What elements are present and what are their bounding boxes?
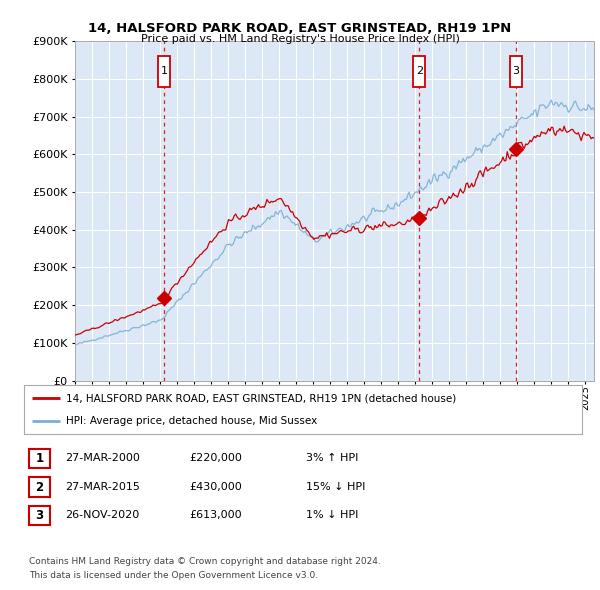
Text: 15% ↓ HPI: 15% ↓ HPI: [306, 482, 365, 491]
Text: 2: 2: [35, 480, 43, 494]
Text: This data is licensed under the Open Government Licence v3.0.: This data is licensed under the Open Gov…: [29, 571, 318, 580]
Text: 1% ↓ HPI: 1% ↓ HPI: [306, 510, 358, 520]
Text: 3: 3: [512, 67, 519, 77]
FancyBboxPatch shape: [158, 55, 170, 87]
Text: £220,000: £220,000: [189, 454, 242, 463]
Text: 27-MAR-2015: 27-MAR-2015: [65, 482, 140, 491]
FancyBboxPatch shape: [510, 55, 521, 87]
Text: 2: 2: [416, 67, 423, 77]
Text: 14, HALSFORD PARK ROAD, EAST GRINSTEAD, RH19 1PN: 14, HALSFORD PARK ROAD, EAST GRINSTEAD, …: [88, 22, 512, 35]
Text: 14, HALSFORD PARK ROAD, EAST GRINSTEAD, RH19 1PN (detached house): 14, HALSFORD PARK ROAD, EAST GRINSTEAD, …: [66, 394, 456, 404]
Text: 1: 1: [35, 452, 43, 466]
FancyBboxPatch shape: [413, 55, 425, 87]
Text: Contains HM Land Registry data © Crown copyright and database right 2024.: Contains HM Land Registry data © Crown c…: [29, 557, 380, 566]
Text: 1: 1: [160, 67, 167, 77]
Text: 3% ↑ HPI: 3% ↑ HPI: [306, 454, 358, 463]
Text: 3: 3: [35, 509, 43, 522]
Text: HPI: Average price, detached house, Mid Sussex: HPI: Average price, detached house, Mid …: [66, 415, 317, 425]
Text: 26-NOV-2020: 26-NOV-2020: [65, 510, 139, 520]
Text: Price paid vs. HM Land Registry's House Price Index (HPI): Price paid vs. HM Land Registry's House …: [140, 34, 460, 44]
Text: 27-MAR-2000: 27-MAR-2000: [65, 454, 140, 463]
Text: £613,000: £613,000: [189, 510, 242, 520]
Text: £430,000: £430,000: [189, 482, 242, 491]
